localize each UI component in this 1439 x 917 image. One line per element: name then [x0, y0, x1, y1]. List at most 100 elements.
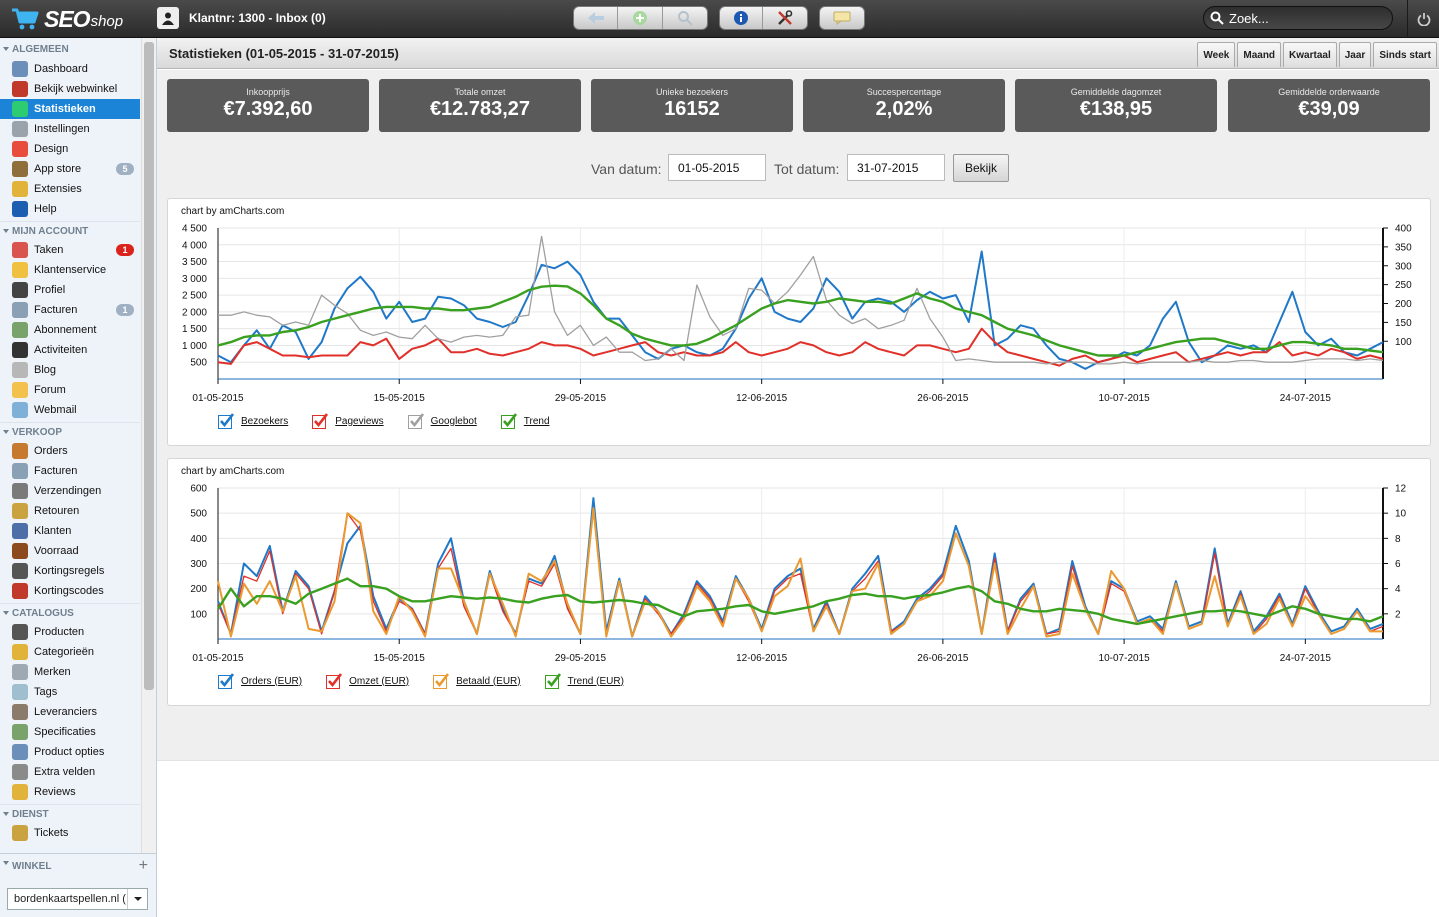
sidebar-item-tags[interactable]: Tags — [0, 682, 140, 702]
x-tick-label: 01-05-2015 — [192, 393, 244, 404]
shop-select[interactable]: bordenkaartspellen.nl ( — [7, 888, 148, 910]
view-button[interactable]: Bekijk — [953, 154, 1009, 182]
chat-button[interactable] — [820, 7, 864, 29]
sidebar-item-bekijk-webwinkel[interactable]: Bekijk webwinkel — [0, 79, 140, 99]
to-date-input[interactable]: 31-07-2015 — [847, 154, 945, 181]
tab-week[interactable]: Week — [1197, 42, 1236, 67]
sidebar-item-forum[interactable]: Forum — [0, 380, 140, 400]
checkbox-checked-icon[interactable] — [433, 673, 450, 689]
sidebar-item-retouren[interactable]: Retouren — [0, 501, 140, 521]
from-date-label: Van datum: — [591, 161, 662, 177]
checkbox-checked-icon[interactable] — [544, 673, 561, 689]
invoice-icon — [12, 302, 28, 318]
series-line-trend-eur-[interactable] — [216, 577, 1384, 626]
checkbox-checked-icon[interactable] — [218, 413, 235, 429]
legend-item[interactable]: Pageviews — [312, 413, 384, 429]
series-line-googlebot[interactable] — [218, 235, 1384, 365]
sidebar-item-webmail[interactable]: Webmail — [0, 400, 140, 420]
sidebar-item-specificaties[interactable]: Specificaties — [0, 722, 140, 742]
legend-item[interactable]: Betaald (EUR) — [433, 673, 521, 689]
sidebar-item-app-store[interactable]: App store 5 — [0, 159, 140, 179]
sidebar-item-product-opties[interactable]: Product opties — [0, 742, 140, 762]
series-line-betaald-eur-[interactable] — [217, 507, 1383, 638]
legend-item[interactable]: Googlebot — [407, 413, 477, 429]
sidebar-item-reviews[interactable]: Reviews — [0, 782, 140, 802]
sidebar-item-leveranciers[interactable]: Leveranciers — [0, 702, 140, 722]
sidebar-item-tickets[interactable]: Tickets — [0, 823, 140, 843]
sidebar-item-kortingsregels[interactable]: Kortingsregels — [0, 561, 140, 581]
sidebar-item-dashboard[interactable]: Dashboard — [0, 59, 140, 79]
sidebar-item-activiteiten[interactable]: Activiteiten — [0, 340, 140, 360]
logout-button[interactable] — [1407, 0, 1439, 38]
kpi-card: Totale omzet €12.783,27 — [379, 79, 581, 132]
checkbox-checked-icon[interactable] — [312, 413, 329, 429]
sidebar-item-label: Kortingscodes — [34, 585, 104, 597]
add-shop-icon[interactable]: + — [138, 857, 148, 874]
sidebar-scroll-thumb[interactable] — [144, 42, 154, 690]
app-store-icon — [12, 161, 28, 177]
legend-item[interactable]: Omzet (EUR) — [326, 673, 409, 689]
checkbox-checked-icon[interactable] — [326, 673, 343, 689]
sidebar-item-label: App store — [34, 163, 82, 175]
sidebar-item-label: Dashboard — [34, 63, 88, 75]
tab-quarter[interactable]: Kwartaal — [1283, 42, 1337, 67]
tab-month[interactable]: Maand — [1237, 42, 1282, 67]
sidebar-item-extra-velden[interactable]: Extra velden — [0, 762, 140, 782]
sidebar-scrollbar[interactable] — [141, 38, 156, 853]
checkbox-checked-icon[interactable] — [407, 413, 424, 429]
checkbox-checked-icon[interactable] — [218, 673, 235, 689]
brand-main: SEO — [44, 5, 91, 32]
tab-year[interactable]: Jaar — [1338, 42, 1372, 67]
y-tick-label: 300 — [190, 559, 207, 570]
sidebar-item-abonnement[interactable]: Abonnement — [0, 320, 140, 340]
sidebar-item-merken[interactable]: Merken — [0, 662, 140, 682]
eye-icon — [12, 342, 28, 358]
chart-credit[interactable]: chart by amCharts.com — [181, 466, 285, 477]
legend-item[interactable]: Trend (EUR) — [544, 673, 624, 689]
folder-icon — [12, 644, 28, 660]
legend-item[interactable]: Bezoekers — [218, 413, 288, 429]
series-line-trend[interactable] — [217, 284, 1384, 357]
sidebar-item-profiel[interactable]: Profiel — [0, 280, 140, 300]
chevron-down-icon[interactable] — [127, 889, 147, 909]
sidebar-item-extensies[interactable]: Extensies — [0, 179, 140, 199]
chart-credit[interactable]: chart by amCharts.com — [181, 206, 285, 217]
sidebar-section-title[interactable]: Catalogus — [0, 603, 140, 622]
sidebar-item-blog[interactable]: Blog — [0, 360, 140, 380]
sidebar-item-statistieken[interactable]: Statistieken — [0, 99, 140, 119]
legend-item[interactable]: Trend — [500, 413, 550, 429]
sidebar-item-verzendingen[interactable]: Verzendingen — [0, 481, 140, 501]
info-button[interactable] — [720, 7, 764, 29]
sidebar-section-title[interactable]: Dienst — [0, 804, 140, 823]
sidebar-item-instellingen[interactable]: Instellingen — [0, 119, 140, 139]
account-info[interactable]: Klantnr: 1300 - Inbox (0) — [157, 7, 326, 29]
sidebar-item-design[interactable]: Design — [0, 139, 140, 159]
sidebar-item-help[interactable]: Help — [0, 199, 140, 219]
sidebar-item-klantenservice[interactable]: Klantenservice — [0, 260, 140, 280]
add-button[interactable] — [618, 7, 663, 29]
sidebar-section-title[interactable]: Algemeen — [0, 40, 140, 59]
sidebar-item-orders[interactable]: Orders — [0, 441, 140, 461]
sidebar-section-title[interactable]: Verkoop — [0, 422, 140, 441]
y2-tick-label: 4 — [1395, 584, 1401, 595]
series-line-bezoekers[interactable] — [217, 250, 1384, 370]
sidebar-item-categorie-n[interactable]: Categorieën — [0, 642, 140, 662]
sidebar-item-facturen[interactable]: Facturen — [0, 461, 140, 481]
sidebar-item-producten[interactable]: Producten — [0, 622, 140, 642]
sidebar-item-voorraad[interactable]: Voorraad — [0, 541, 140, 561]
sidebar-item-facturen[interactable]: Facturen 1 — [0, 300, 140, 320]
search-input[interactable]: Zoek... — [1203, 6, 1393, 30]
checkbox-checked-icon[interactable] — [500, 413, 517, 429]
tools-button[interactable] — [763, 7, 807, 29]
sidebar-item-taken[interactable]: Taken 1 — [0, 240, 140, 260]
back-button[interactable] — [574, 7, 619, 29]
legend-item[interactable]: Orders (EUR) — [218, 673, 302, 689]
sidebar-item-klanten[interactable]: Klanten — [0, 521, 140, 541]
tab-since-start[interactable]: Sinds start — [1373, 42, 1437, 67]
brand-logo[interactable]: SEO shop — [10, 4, 123, 34]
sidebar-section-title[interactable]: Mijn account — [0, 221, 140, 240]
sidebar-item-kortingscodes[interactable]: Kortingscodes — [0, 581, 140, 601]
puzzle-icon — [12, 181, 28, 197]
search-button[interactable] — [663, 7, 707, 29]
from-date-input[interactable]: 01-05-2015 — [668, 154, 766, 181]
